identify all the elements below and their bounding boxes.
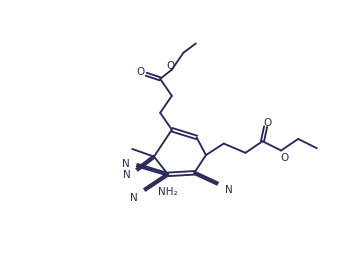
Text: O: O [136, 67, 144, 77]
Text: N: N [123, 170, 131, 180]
Text: O: O [280, 152, 288, 162]
Text: N: N [122, 158, 130, 168]
Text: O: O [263, 118, 271, 128]
Text: NH₂: NH₂ [158, 187, 178, 197]
Text: N: N [225, 184, 232, 194]
Text: N: N [130, 192, 138, 202]
Text: O: O [166, 61, 174, 71]
